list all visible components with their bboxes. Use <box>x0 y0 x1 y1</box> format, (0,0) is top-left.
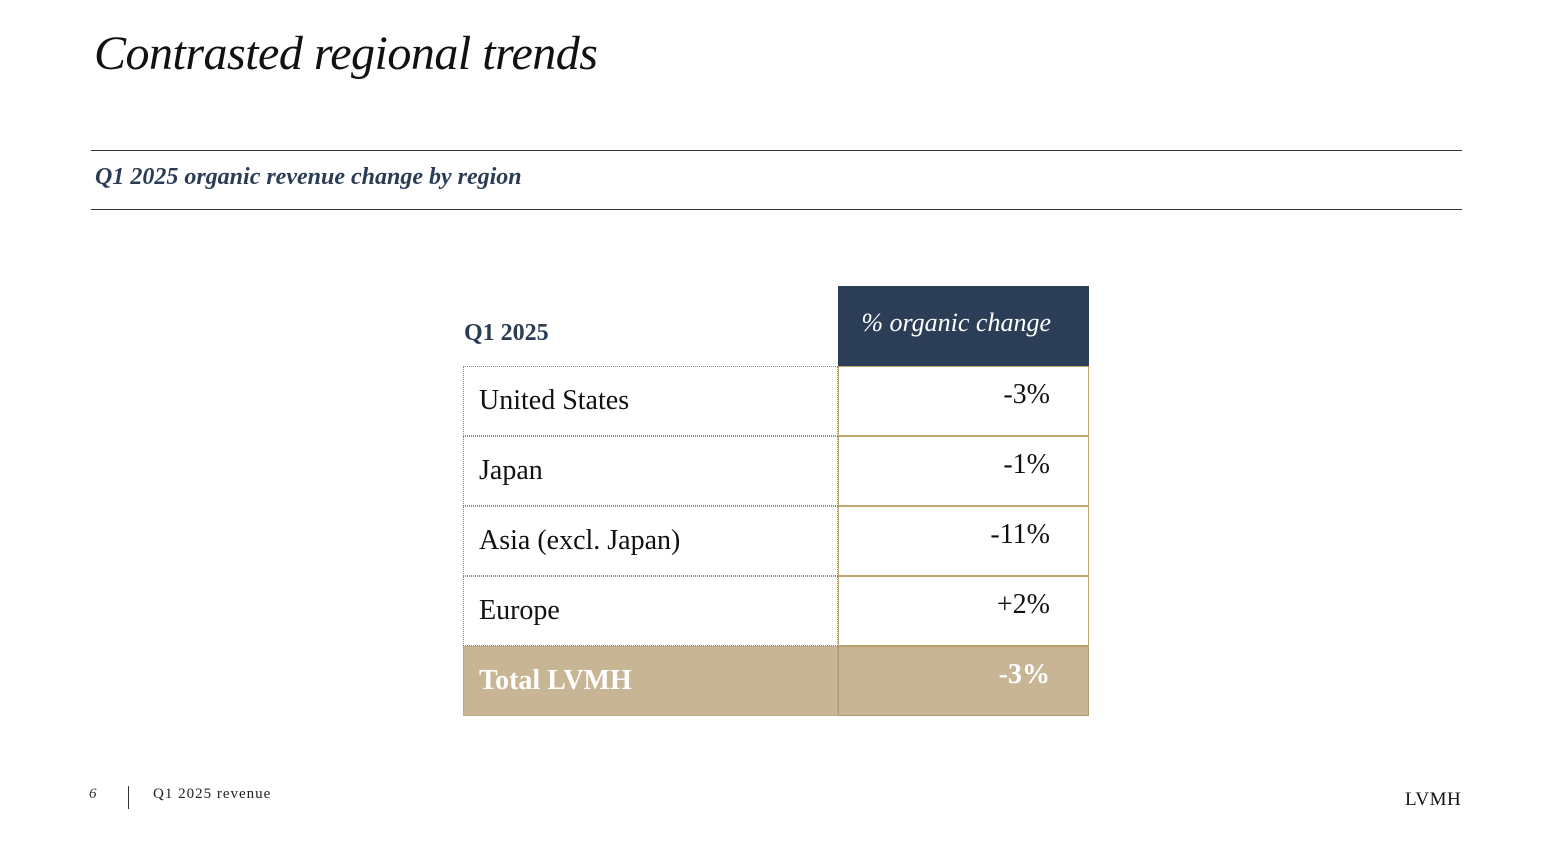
region-cell: United States <box>463 366 838 436</box>
value-cell: -3% <box>838 366 1089 436</box>
table-row: United States -3% <box>463 366 1089 436</box>
region-cell: Japan <box>463 436 838 506</box>
table-row: Europe +2% <box>463 576 1089 646</box>
column-header: % organic change <box>838 286 1089 366</box>
bottom-divider <box>91 209 1462 210</box>
table-header-row: Q1 2025 % organic change <box>463 286 1089 366</box>
footer-separator <box>128 786 129 809</box>
slide-title: Contrasted regional trends <box>94 27 598 80</box>
value-cell: -1% <box>838 436 1089 506</box>
value-cell: +2% <box>838 576 1089 646</box>
section-subtitle: Q1 2025 organic revenue change by region <box>95 164 522 190</box>
region-cell: Asia (excl. Japan) <box>463 506 838 576</box>
region-cell: Europe <box>463 576 838 646</box>
table-row: Asia (excl. Japan) -11% <box>463 506 1089 576</box>
footer-label: Q1 2025 revenue <box>153 786 272 802</box>
value-cell: -11% <box>838 506 1089 576</box>
total-label-cell: Total LVMH <box>463 646 838 716</box>
row-header-label: Q1 2025 <box>464 320 549 346</box>
brand-logo: LVMH <box>1405 789 1462 810</box>
total-value-cell: -3% <box>838 646 1089 716</box>
page-number: 6 <box>89 786 97 802</box>
regional-change-table: Q1 2025 % organic change United States -… <box>463 286 1089 716</box>
total-row: Total LVMH -3% <box>463 646 1089 716</box>
top-divider <box>91 150 1462 151</box>
table-row: Japan -1% <box>463 436 1089 506</box>
